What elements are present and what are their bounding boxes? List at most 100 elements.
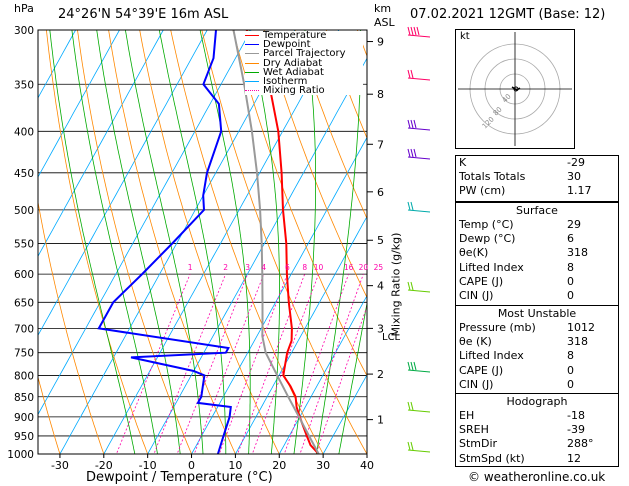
row-label: Totals Totals (459, 170, 526, 184)
wind-barb-shaft (407, 77, 431, 81)
legend: Temperature Dewpoint Parcel Trajectory Dry … (245, 31, 363, 97)
dry-adiabat (263, 30, 367, 299)
table-row: Pressure (mb) 1012 (456, 321, 618, 335)
row-value: 8 (567, 260, 574, 274)
table-row: StmSpd (kt) 12 (456, 452, 618, 466)
dry-adiabat (139, 30, 280, 454)
wind-barb-flag (407, 148, 411, 158)
legend-label: Dry Adiabat (263, 57, 323, 69)
row-label: θe (K) (459, 335, 492, 349)
table-row: Lifted Index 8 (456, 349, 618, 363)
row-label: Lifted Index (459, 349, 524, 363)
table-row: SREH -39 (456, 423, 618, 437)
wind-barb-flag (410, 119, 414, 129)
hodograph-table-panel: Hodograph EH -18 SREH -39 StmDir 288° StmSpd (… (455, 393, 619, 467)
wind-barb-flag (410, 401, 414, 411)
legend-item: Parcel Trajectory (245, 48, 363, 60)
mixing-ratio-line (283, 273, 349, 454)
pressure-tick-label: 950 (14, 431, 34, 443)
wind-barb-flag (416, 26, 420, 36)
wind-barb-flag (410, 148, 414, 158)
wind-barb-flag (407, 201, 411, 211)
y2-axis-label: Mixing Ratio (g/kg) (389, 232, 403, 337)
dry-adiabat (38, 375, 61, 454)
legend-item: Dry Adiabat (245, 57, 363, 69)
row-value: 29 (567, 218, 581, 231)
row-value: 30 (567, 170, 581, 184)
wind-barb-flag (407, 441, 411, 451)
wind-barb-flag (407, 361, 411, 371)
legend-label: Parcel Trajectory (263, 48, 346, 60)
wind-barb-shaft (407, 209, 431, 213)
isotherm (38, 30, 252, 416)
dry-adiabat (294, 30, 367, 220)
wind-barb-flag (407, 119, 411, 129)
wind-barb-flag (407, 69, 411, 79)
legend-item: Temperature (245, 31, 363, 41)
surface-panel: Surface Temp (°C) 29 Dewp (°C) 6 θe(K) 318 Lif… (455, 202, 619, 306)
table-row: θe(K) 318 (456, 246, 618, 260)
legend-label: Mixing Ratio (263, 85, 325, 97)
wet-adiabat (96, 30, 181, 454)
wind-barb-shaft (407, 127, 431, 131)
mixing-ratio-line (299, 273, 364, 454)
wind-barb-shaft (407, 369, 431, 373)
indices-panel: K -29 Totals Totals 30 PW (cm) 1.17 (455, 155, 619, 202)
series-parcel-trajectory (232, 30, 320, 454)
isotherm (234, 215, 367, 454)
most-unstable-title: Most Unstable (497, 307, 577, 320)
row-label: CIN (J) (459, 289, 494, 303)
mixing-ratio-line (237, 273, 306, 454)
dry-adiabat (38, 199, 105, 454)
pressure-tick-label: 300 (14, 25, 34, 37)
row-value: 318 (567, 335, 588, 349)
pressure-tick-label: 600 (14, 269, 34, 281)
row-label: CAPE (J) (459, 363, 504, 377)
isotherm (38, 30, 120, 178)
legend-swatch (245, 62, 259, 64)
copyright-text: © weatheronline.co.uk (468, 470, 606, 484)
row-label: StmDir (459, 437, 498, 451)
pressure-tick-label: 1000 (7, 449, 34, 461)
wet-adiabat (124, 30, 204, 454)
x-tick-label: 10 (228, 459, 242, 472)
mixing-ratio-label: 25 (374, 263, 384, 272)
wind-barb-flag (413, 26, 417, 36)
mixing-ratio-line (115, 273, 191, 454)
row-value: -18 (567, 409, 585, 422)
km-tick-label: 8 (377, 88, 384, 101)
mixing-ratio-label: 6 (285, 263, 290, 272)
isotherm (38, 30, 164, 258)
hodograph-panel: kt 40 80 120 (455, 29, 575, 149)
mixing-ratio-label: 10 (314, 263, 324, 272)
x-tick-label: 40 (360, 459, 374, 472)
legend-swatch (245, 90, 259, 92)
wind-barb-flag (410, 201, 414, 211)
lcl-label: LCL (382, 332, 401, 343)
hodograph-ring-label: 40 (501, 92, 513, 104)
km-tick-label: 7 (377, 138, 384, 151)
isotherm (59, 30, 296, 454)
mixing-ratio-label: 2 (223, 263, 228, 272)
mixing-ratio-label: 16 (344, 263, 354, 272)
row-label: K (459, 156, 467, 169)
x-tick-label: -20 (95, 459, 113, 472)
row-label: CIN (J) (459, 377, 494, 391)
table-row: Lifted Index 8 (456, 261, 618, 275)
dry-adiabat (108, 30, 236, 454)
row-label: StmSpd (kt) (459, 451, 525, 465)
pressure-tick-label: 450 (14, 168, 34, 180)
pressure-tick-label: 800 (14, 370, 34, 382)
legend-label: Wet Adiabat (263, 66, 324, 78)
dry-adiabat (232, 30, 367, 377)
wet-adiabat (293, 30, 317, 454)
table-row: PW (cm) 1.17 (456, 184, 618, 198)
row-value: 0 (567, 377, 574, 391)
wind-barb-shaft (407, 289, 431, 293)
pressure-tick-label: 750 (14, 348, 34, 360)
mixing-ratio-line (251, 273, 319, 454)
wet-adiabat (199, 30, 251, 454)
legend-item: Isotherm (245, 76, 363, 86)
mixing-ratio-line (315, 305, 367, 454)
row-label: EH (459, 409, 475, 422)
